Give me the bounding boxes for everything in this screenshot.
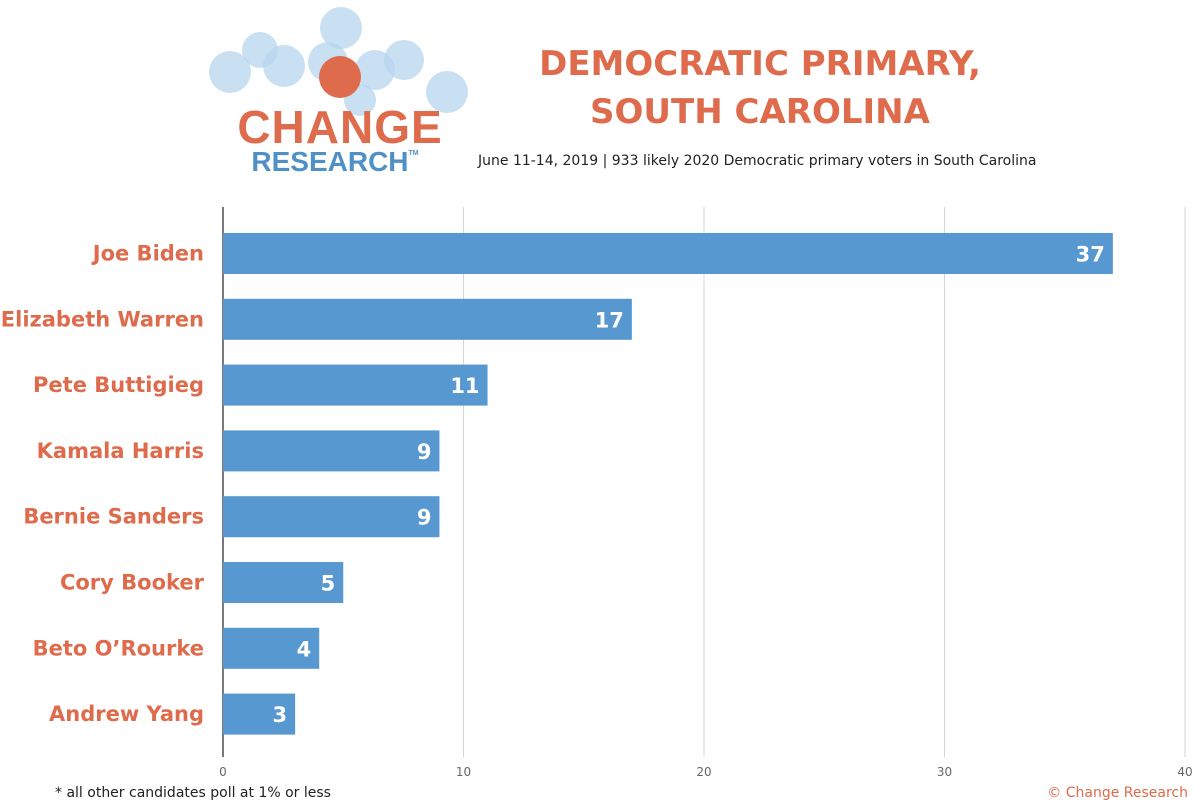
value-label-elizabeth-warren: 17 — [595, 308, 624, 332]
value-label-pete-buttigieg: 11 — [450, 374, 479, 398]
category-label-cory-booker: Cory Booker — [60, 571, 205, 595]
value-label-cory-booker: 5 — [321, 572, 336, 596]
logo-trademark: TM — [408, 150, 419, 157]
value-label-bernie-sanders: 9 — [417, 506, 432, 530]
x-tick-label-40: 40 — [1177, 765, 1192, 779]
chart-subtitle: June 11-14, 2019 | 933 likely 2020 Democ… — [478, 153, 1037, 169]
bar-beto-o-rourke — [223, 627, 320, 669]
bar-joe-biden — [223, 233, 1113, 274]
bar-kamala-harris — [223, 430, 440, 472]
bar-bernie-sanders — [223, 496, 440, 538]
category-label-kamala-harris: Kamala Harris — [37, 439, 204, 463]
category-label-pete-buttigieg: Pete Buttigieg — [33, 373, 204, 397]
copyright: © Change Research — [1047, 785, 1188, 801]
bar-andrew-yang — [223, 693, 296, 735]
category-label-joe-biden: Joe Biden — [91, 242, 204, 266]
x-tick-label-30: 30 — [937, 765, 952, 779]
logo-research-text: RESEARCH — [251, 146, 409, 177]
chart-title-line-2: SOUTH CAROLINA — [590, 92, 930, 132]
value-label-joe-biden: 37 — [1076, 243, 1105, 267]
logo-accent-dot — [319, 56, 361, 98]
chart-title-line-1: DEMOCRATIC PRIMARY, — [539, 44, 981, 84]
logo-word-change: CHANGE — [237, 101, 443, 153]
logo-word-research: RESEARCHTM — [195, 146, 475, 178]
category-label-beto-o-rourke: Beto O’Rourke — [33, 636, 204, 660]
bar-elizabeth-warren — [223, 298, 632, 340]
chart-title: DEMOCRATIC PRIMARY, SOUTH CAROLINA — [490, 40, 1030, 136]
x-tick-label-0: 0 — [219, 765, 227, 779]
category-label-andrew-yang: Andrew Yang — [49, 702, 204, 726]
bar-pete-buttigieg — [223, 364, 488, 406]
x-tick-label-10: 10 — [456, 765, 471, 779]
x-tick-label-20: 20 — [696, 765, 711, 779]
value-label-andrew-yang: 3 — [273, 703, 288, 727]
category-label-bernie-sanders: Bernie Sanders — [23, 505, 204, 529]
change-research-logo — [209, 7, 468, 116]
category-label-elizabeth-warren: Elizabeth Warren — [1, 307, 204, 331]
value-label-kamala-harris: 9 — [417, 440, 432, 464]
bar-cory-booker — [223, 562, 344, 603]
value-label-beto-o-rourke: 4 — [297, 637, 312, 661]
footnote: * all other candidates poll at 1% or les… — [55, 785, 331, 801]
